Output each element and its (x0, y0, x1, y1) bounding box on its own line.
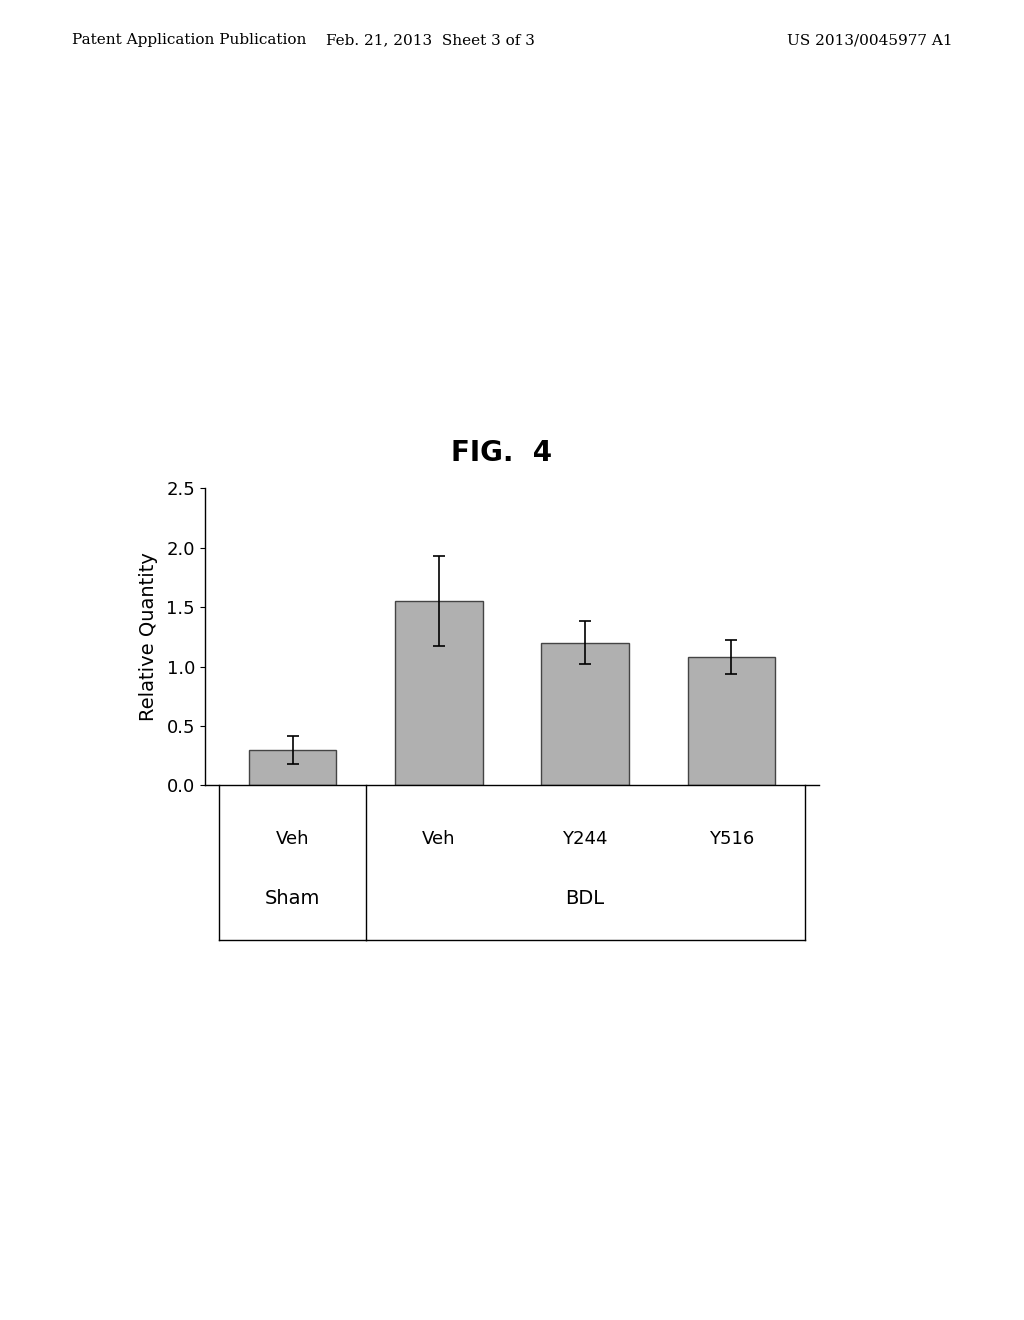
Bar (687, 657, 775, 785)
Bar (542, 643, 629, 785)
Text: Veh: Veh (275, 830, 309, 847)
Bar (249, 750, 337, 785)
Text: Y244: Y244 (562, 830, 608, 847)
Text: Patent Application Publication: Patent Application Publication (72, 33, 306, 48)
Text: Sham: Sham (265, 890, 321, 908)
Y-axis label: Relative Quantity: Relative Quantity (139, 553, 158, 721)
Text: Feb. 21, 2013  Sheet 3 of 3: Feb. 21, 2013 Sheet 3 of 3 (326, 33, 535, 48)
Text: Y516: Y516 (709, 830, 754, 847)
Text: Veh: Veh (422, 830, 456, 847)
Bar (395, 602, 482, 785)
Text: BDL: BDL (565, 890, 605, 908)
Text: FIG.  4: FIG. 4 (452, 440, 552, 467)
Text: US 2013/0045977 A1: US 2013/0045977 A1 (786, 33, 952, 48)
